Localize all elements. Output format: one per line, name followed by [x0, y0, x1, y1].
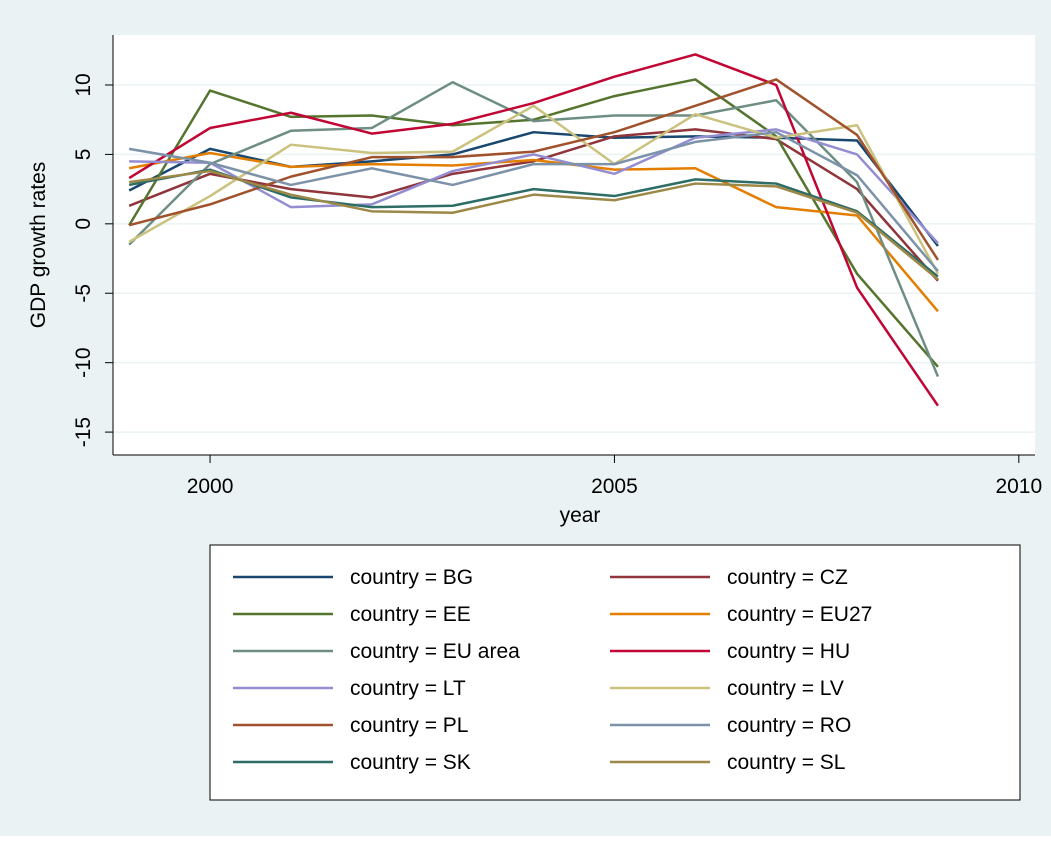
- y-tick-label: 0: [72, 218, 95, 230]
- legend-label: country = SL: [727, 751, 845, 774]
- x-tick-label: 2000: [187, 475, 234, 498]
- legend-label: country = EE: [350, 603, 471, 626]
- series-line: [128, 53, 939, 407]
- series-line: [128, 104, 940, 275]
- legend-label: country = PL: [350, 714, 468, 737]
- series-line: [128, 130, 939, 272]
- series-line: [128, 80, 940, 378]
- legend-label: country = RO: [727, 714, 851, 737]
- legend-label: country = CZ: [727, 566, 848, 589]
- series-line: [128, 168, 939, 278]
- legend-label: country = HU: [727, 640, 850, 663]
- x-tick-label: 2010: [995, 475, 1042, 498]
- series-line: [129, 128, 939, 245]
- legend-label: country = BG: [350, 566, 473, 589]
- series-line: [129, 169, 939, 281]
- y-axis-title: GDP growth rates: [27, 162, 50, 329]
- legend-label: country = LV: [727, 677, 844, 700]
- legend-label: country = LT: [350, 677, 466, 700]
- x-axis-title: year: [560, 504, 601, 527]
- y-tick-label: 5: [72, 149, 95, 161]
- y-tick-label: 10: [72, 73, 95, 96]
- y-tick-label: -5: [72, 284, 95, 303]
- legend: [209, 544, 1021, 801]
- legend-label: country = SK: [350, 751, 471, 774]
- x-tick-label: 2005: [591, 475, 638, 498]
- y-tick-label: -15: [72, 417, 95, 447]
- series-line: [128, 78, 939, 368]
- legend-label: country = EU27: [727, 603, 872, 626]
- legend-label: country = EU area: [350, 640, 520, 663]
- y-tick-label: -10: [72, 347, 95, 377]
